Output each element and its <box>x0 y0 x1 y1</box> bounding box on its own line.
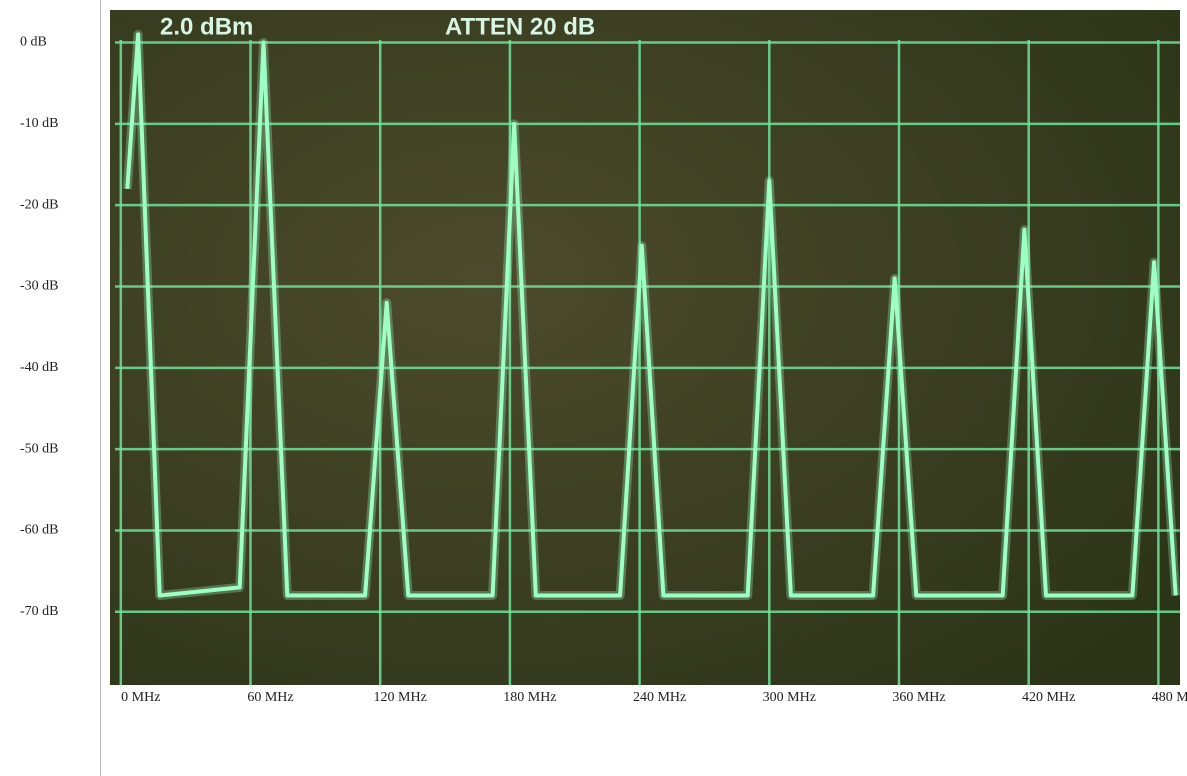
y-tick-label: -40 dB <box>20 360 59 375</box>
trace <box>125 32 1178 598</box>
y-tick-label: -30 dB <box>20 279 59 294</box>
y-tick-label: -20 dB <box>20 197 59 212</box>
x-tick-label: 420 MHz <box>1022 690 1075 705</box>
x-tick-label: 120 MHz <box>374 690 427 705</box>
x-tick-label: 180 MHz <box>503 690 556 705</box>
y-tick-label: -70 dB <box>20 604 59 619</box>
annotation: ATTEN 20 dB <box>445 13 595 40</box>
x-tick-label: 60 MHz <box>247 690 293 705</box>
x-tick-label: 240 MHz <box>633 690 686 705</box>
annotation: 2.0 dBm <box>160 13 253 40</box>
y-tick-label: 0 dB <box>20 35 47 50</box>
screen <box>110 10 1180 685</box>
x-tick-label: 480 MHz <box>1152 690 1187 705</box>
x-tick-label: 300 MHz <box>763 690 816 705</box>
y-tick-label: -50 dB <box>20 441 59 456</box>
x-tick-label: 0 MHz <box>121 690 160 705</box>
y-tick-label: -60 dB <box>20 523 59 538</box>
y-tick-label: -10 dB <box>20 116 59 131</box>
x-tick-label: 360 MHz <box>892 690 945 705</box>
